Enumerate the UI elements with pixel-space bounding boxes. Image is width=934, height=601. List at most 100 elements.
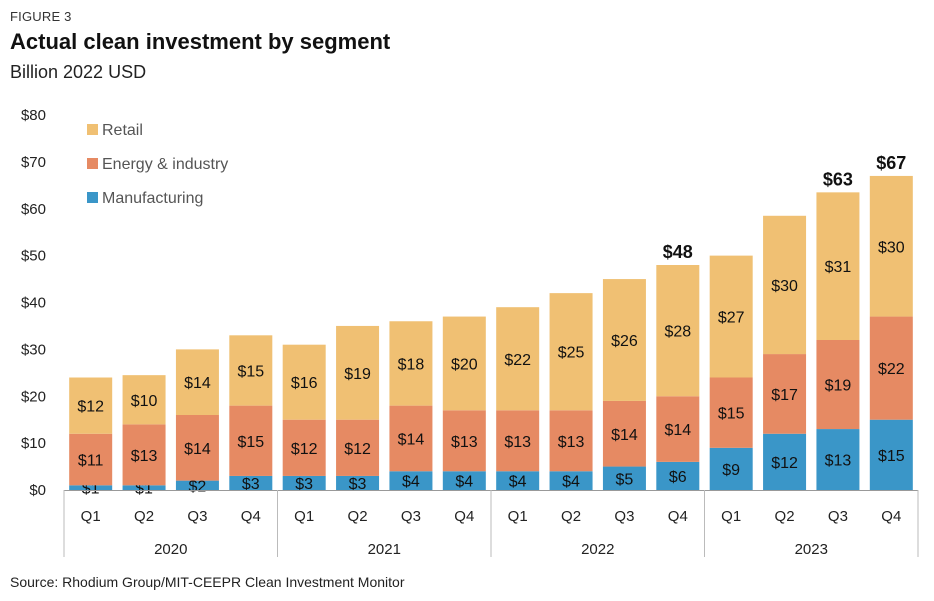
bar-energy-industry [336,419,380,476]
x-tick-label: Q4 [454,508,474,525]
bar-manufacturing [496,471,540,490]
data-label: $18 [398,356,425,373]
data-label: $4 [562,474,580,491]
bar-retail [69,377,113,434]
data-label: $30 [878,239,905,256]
legend-swatch [87,192,98,203]
total-label: $48 [663,242,693,262]
bar-energy-industry [496,410,540,472]
bar-retail [869,175,913,317]
data-label: $20 [451,356,478,373]
y-tick-label: $50 [21,248,46,265]
bar-energy-industry [229,405,273,476]
data-label: $14 [398,431,425,448]
data-label: $15 [237,363,264,380]
bar-manufacturing [336,475,380,490]
data-label: $13 [504,434,531,451]
data-label: $17 [771,387,798,404]
bar-manufacturing [122,485,166,490]
data-label: $15 [878,448,905,465]
x-tick-label: Q2 [348,508,368,525]
bar-retail [763,215,807,355]
data-label: $13 [451,434,478,451]
bar-energy-industry [816,340,860,430]
x-tick-label: Q1 [81,508,101,525]
data-label: $15 [718,406,745,423]
data-label: $26 [611,333,638,350]
legend-entry: Energy & industry [102,156,228,173]
x-tick-label: Q4 [668,508,688,525]
bar-energy-industry [389,405,433,472]
data-label: $12 [771,455,798,472]
bar-energy-industry [869,316,913,420]
x-tick-label: Q2 [561,508,581,525]
data-label: $3 [242,476,260,493]
bar-retail [389,321,433,406]
bar-retail [816,192,860,340]
data-label: $4 [455,474,473,491]
data-label: $16 [291,375,318,392]
x-tick-label: Q4 [241,508,261,525]
data-label: $4 [402,474,420,491]
bar-retail [122,375,166,425]
legend-entry: Retail [102,122,143,139]
bar-manufacturing [709,447,753,490]
legend-swatch [87,124,98,135]
bar-energy-industry [709,377,753,448]
data-label: $12 [77,399,104,416]
data-label: $14 [184,375,211,392]
bar-energy-industry [122,424,166,486]
bar-manufacturing [175,480,219,490]
data-label: $15 [237,434,264,451]
x-tick-label: Q3 [187,508,207,525]
data-label: $12 [344,441,371,458]
bar-energy-industry [69,433,113,486]
bar-manufacturing [389,471,433,490]
bar-retail [549,293,593,411]
data-label: $13 [558,434,585,451]
data-label: $4 [509,474,527,491]
data-label: $22 [878,361,905,378]
x-tick-label: Q2 [775,508,795,525]
bar-energy-industry [442,410,486,472]
bar-retail [442,316,486,411]
bar-retail [175,349,219,415]
y-tick-label: $80 [21,107,46,124]
data-label: $22 [504,352,531,369]
bar-energy-industry [282,419,326,476]
bar-manufacturing [229,475,273,490]
bar-retail [656,265,700,397]
x-tick-label: Q3 [828,508,848,525]
data-label: $25 [558,345,585,362]
bar-retail [602,279,646,401]
bar-energy-industry [549,410,593,472]
bar-energy-industry [175,415,219,481]
data-label: $14 [611,427,638,444]
data-label: $11 [78,453,104,470]
data-label: $28 [664,324,691,341]
bar-manufacturing [282,475,326,490]
chart-title: Actual clean investment by segment [10,29,391,54]
legend-entry: Manufacturing [102,190,203,207]
bar-retail [496,307,540,411]
data-label: $6 [669,469,687,486]
bar-retail [229,335,273,406]
year-label: 2022 [581,541,614,558]
year-label: 2020 [154,541,187,558]
data-label: $13 [825,453,852,470]
data-label: $9 [722,462,740,479]
y-tick-label: $10 [21,435,46,452]
bar-energy-industry [656,396,700,462]
data-label: $13 [131,448,158,465]
data-label: $5 [616,471,634,488]
bar-retail [282,344,326,420]
data-label: $30 [771,278,798,295]
legend-swatch [87,158,98,169]
data-label: $14 [664,422,691,439]
bar-manufacturing [656,461,700,490]
y-tick-label: $40 [21,295,46,312]
bar-retail [709,255,753,378]
data-label: $3 [349,476,367,493]
data-label: $31 [825,259,852,276]
bar-retail [336,325,380,420]
